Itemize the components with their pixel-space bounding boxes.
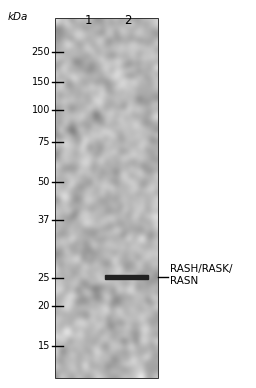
Bar	[158, 0, 256, 388]
Text: 25: 25	[37, 273, 50, 283]
Bar	[55, 18, 158, 378]
Bar	[0, 0, 55, 388]
Text: 37: 37	[38, 215, 50, 225]
Text: 15: 15	[38, 341, 50, 351]
Text: 50: 50	[38, 177, 50, 187]
Text: 100: 100	[32, 105, 50, 115]
Text: 2: 2	[124, 14, 132, 27]
Text: 150: 150	[31, 77, 50, 87]
Text: kDa: kDa	[8, 12, 28, 22]
Text: 75: 75	[37, 137, 50, 147]
Bar	[105, 275, 148, 279]
Text: RASH/RASK/
RASN: RASH/RASK/ RASN	[170, 264, 232, 286]
Text: 250: 250	[31, 47, 50, 57]
Text: 20: 20	[38, 301, 50, 311]
Text: 1: 1	[84, 14, 92, 27]
